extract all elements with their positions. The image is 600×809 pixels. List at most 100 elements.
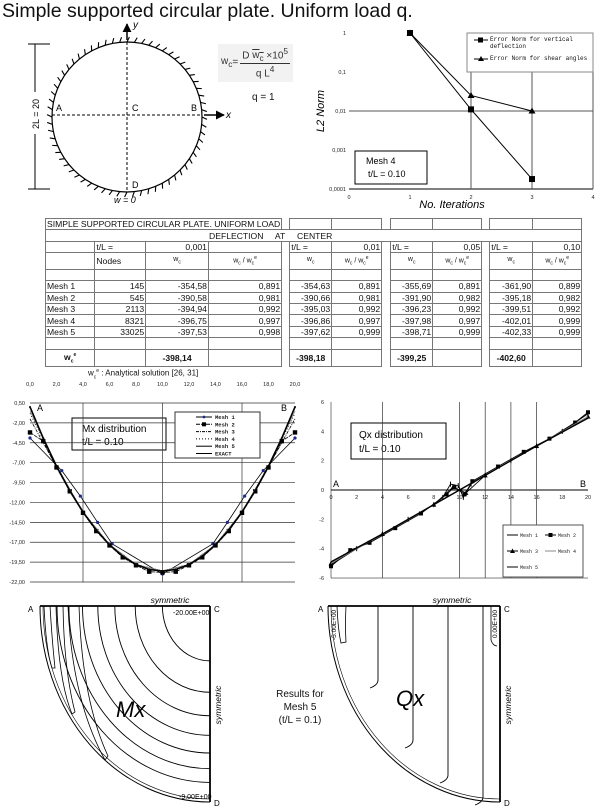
mx-contour-line (161, 605, 211, 662)
sup-e: e (566, 255, 570, 262)
y-tick-label: -4,50 (12, 441, 25, 447)
data-point (121, 555, 124, 558)
support-tick (59, 158, 65, 160)
y-tick-label: 2 (321, 459, 324, 465)
w-symbol: w (558, 257, 564, 265)
y-axis-label: y (132, 20, 139, 31)
legend-label: Mesh 4 (215, 436, 236, 443)
support-tick (147, 188, 150, 195)
data-point (241, 510, 243, 513)
data-point-triangle (463, 490, 469, 495)
annotation-box (350, 422, 447, 460)
annotation-box (71, 417, 167, 451)
sub-c: c (512, 259, 515, 266)
formula-lhs-sub: c (228, 59, 233, 70)
x-tick-label: 6 (407, 495, 410, 501)
support-tick (179, 61, 186, 65)
sub-c: c (238, 260, 241, 267)
plate-diagram: y x A C B D w = 0 2L = 20 (28, 20, 232, 205)
corner-c-label: C (214, 605, 220, 614)
support-tick (139, 190, 143, 197)
contour-value-left: -5.00E+00 (331, 609, 338, 640)
slash: / (240, 257, 247, 265)
x-tick-label: 20,0 (290, 382, 301, 388)
support-tick (86, 182, 92, 187)
legend-label: Mesh 2 (558, 533, 576, 539)
y-axis-title: L2 Norm (315, 90, 327, 132)
data-point (188, 563, 190, 566)
w-symbol: w (358, 257, 364, 265)
boundary-contour (330, 605, 501, 800)
support-tick (184, 67, 191, 70)
x-axis-label: x (225, 110, 232, 121)
series-line (330, 417, 589, 563)
boundary-contour (42, 605, 211, 800)
note-w: w (88, 368, 94, 378)
x-tick-label: 16 (534, 495, 540, 501)
sub-c: c (178, 259, 181, 266)
support-tick (84, 49, 86, 55)
support-tick (50, 91, 56, 96)
blank-row (44, 268, 583, 282)
x-tick-label: 2 (355, 495, 358, 501)
legend-label: Mesh 3 (520, 549, 538, 555)
sup-e: e (466, 255, 470, 262)
x-tick-label: 16,0 (237, 382, 248, 388)
legend-label: Mesh 4 (558, 549, 576, 555)
data-point (161, 570, 164, 573)
tl-value: 0,05 (432, 240, 483, 254)
data-point (60, 469, 64, 473)
support-tick (116, 191, 121, 197)
x-tick-label: 10,0 (157, 382, 168, 388)
data-point (135, 563, 137, 566)
mx-contour-line (114, 605, 211, 717)
results-line-1: Results for (276, 689, 324, 700)
formula-numerator: D wc ×105 (240, 46, 291, 65)
annotation-line-1: Qx distribution (359, 430, 423, 441)
slash: / (552, 257, 559, 265)
sub-c: c (450, 260, 453, 267)
data-point (294, 405, 296, 408)
exact-value: -398,14 (145, 348, 209, 368)
w-symbol: w (507, 255, 513, 263)
data-point-square (27, 430, 33, 435)
sub-c: c (550, 260, 553, 267)
table-cell (94, 337, 147, 350)
data-point (42, 437, 45, 440)
y-tick-label: 0,01 (335, 109, 346, 115)
mx-contour-line (68, 605, 211, 770)
x-axis-title: No. Iterations (419, 199, 485, 211)
y-tick-label: 0,1 (338, 70, 346, 76)
results-caption: Results for Mesh 5 (t/L = 0.1) (268, 688, 332, 727)
y-tick-label: 0 (321, 488, 324, 494)
data-point-square (41, 438, 46, 444)
y-tick-label: -12,00 (9, 500, 25, 506)
deflection-table: SIMPLE SUPPORTED CIRCULAR PLATE. UNIFORM… (44, 217, 583, 368)
support-tick (63, 164, 70, 167)
page-title: Simple supported circular plate. Uniform… (2, 0, 413, 22)
data-point (95, 529, 98, 532)
data-point (108, 543, 111, 546)
support-tick (198, 94, 205, 97)
formula-d: D (242, 50, 253, 62)
support-tick (124, 191, 128, 198)
qx-contour-line (474, 606, 484, 806)
y-tick-label: -6 (319, 576, 324, 582)
boundary-condition-label: w = 0 (114, 195, 136, 205)
tl-label: t/L = (390, 240, 434, 254)
analytical-solution-note: wce : Analytical solution [26, 31] (88, 368, 198, 380)
x-tick-label: 18 (559, 495, 565, 501)
sup-e: e (73, 351, 77, 358)
data-point (293, 436, 297, 440)
corner-a-label: A (28, 605, 34, 614)
support-tick (104, 39, 107, 46)
legend-label: EXACT (215, 451, 232, 458)
qx-contour-loop (490, 606, 498, 647)
y-tick-label: 6 (321, 400, 324, 406)
w-symbol: w (64, 351, 71, 362)
support-tick (80, 178, 86, 183)
table-cell (532, 337, 583, 350)
support-tick (74, 174, 80, 178)
x-tick-label: 0 (347, 195, 350, 201)
x-tick-label: 14,0 (210, 382, 221, 388)
